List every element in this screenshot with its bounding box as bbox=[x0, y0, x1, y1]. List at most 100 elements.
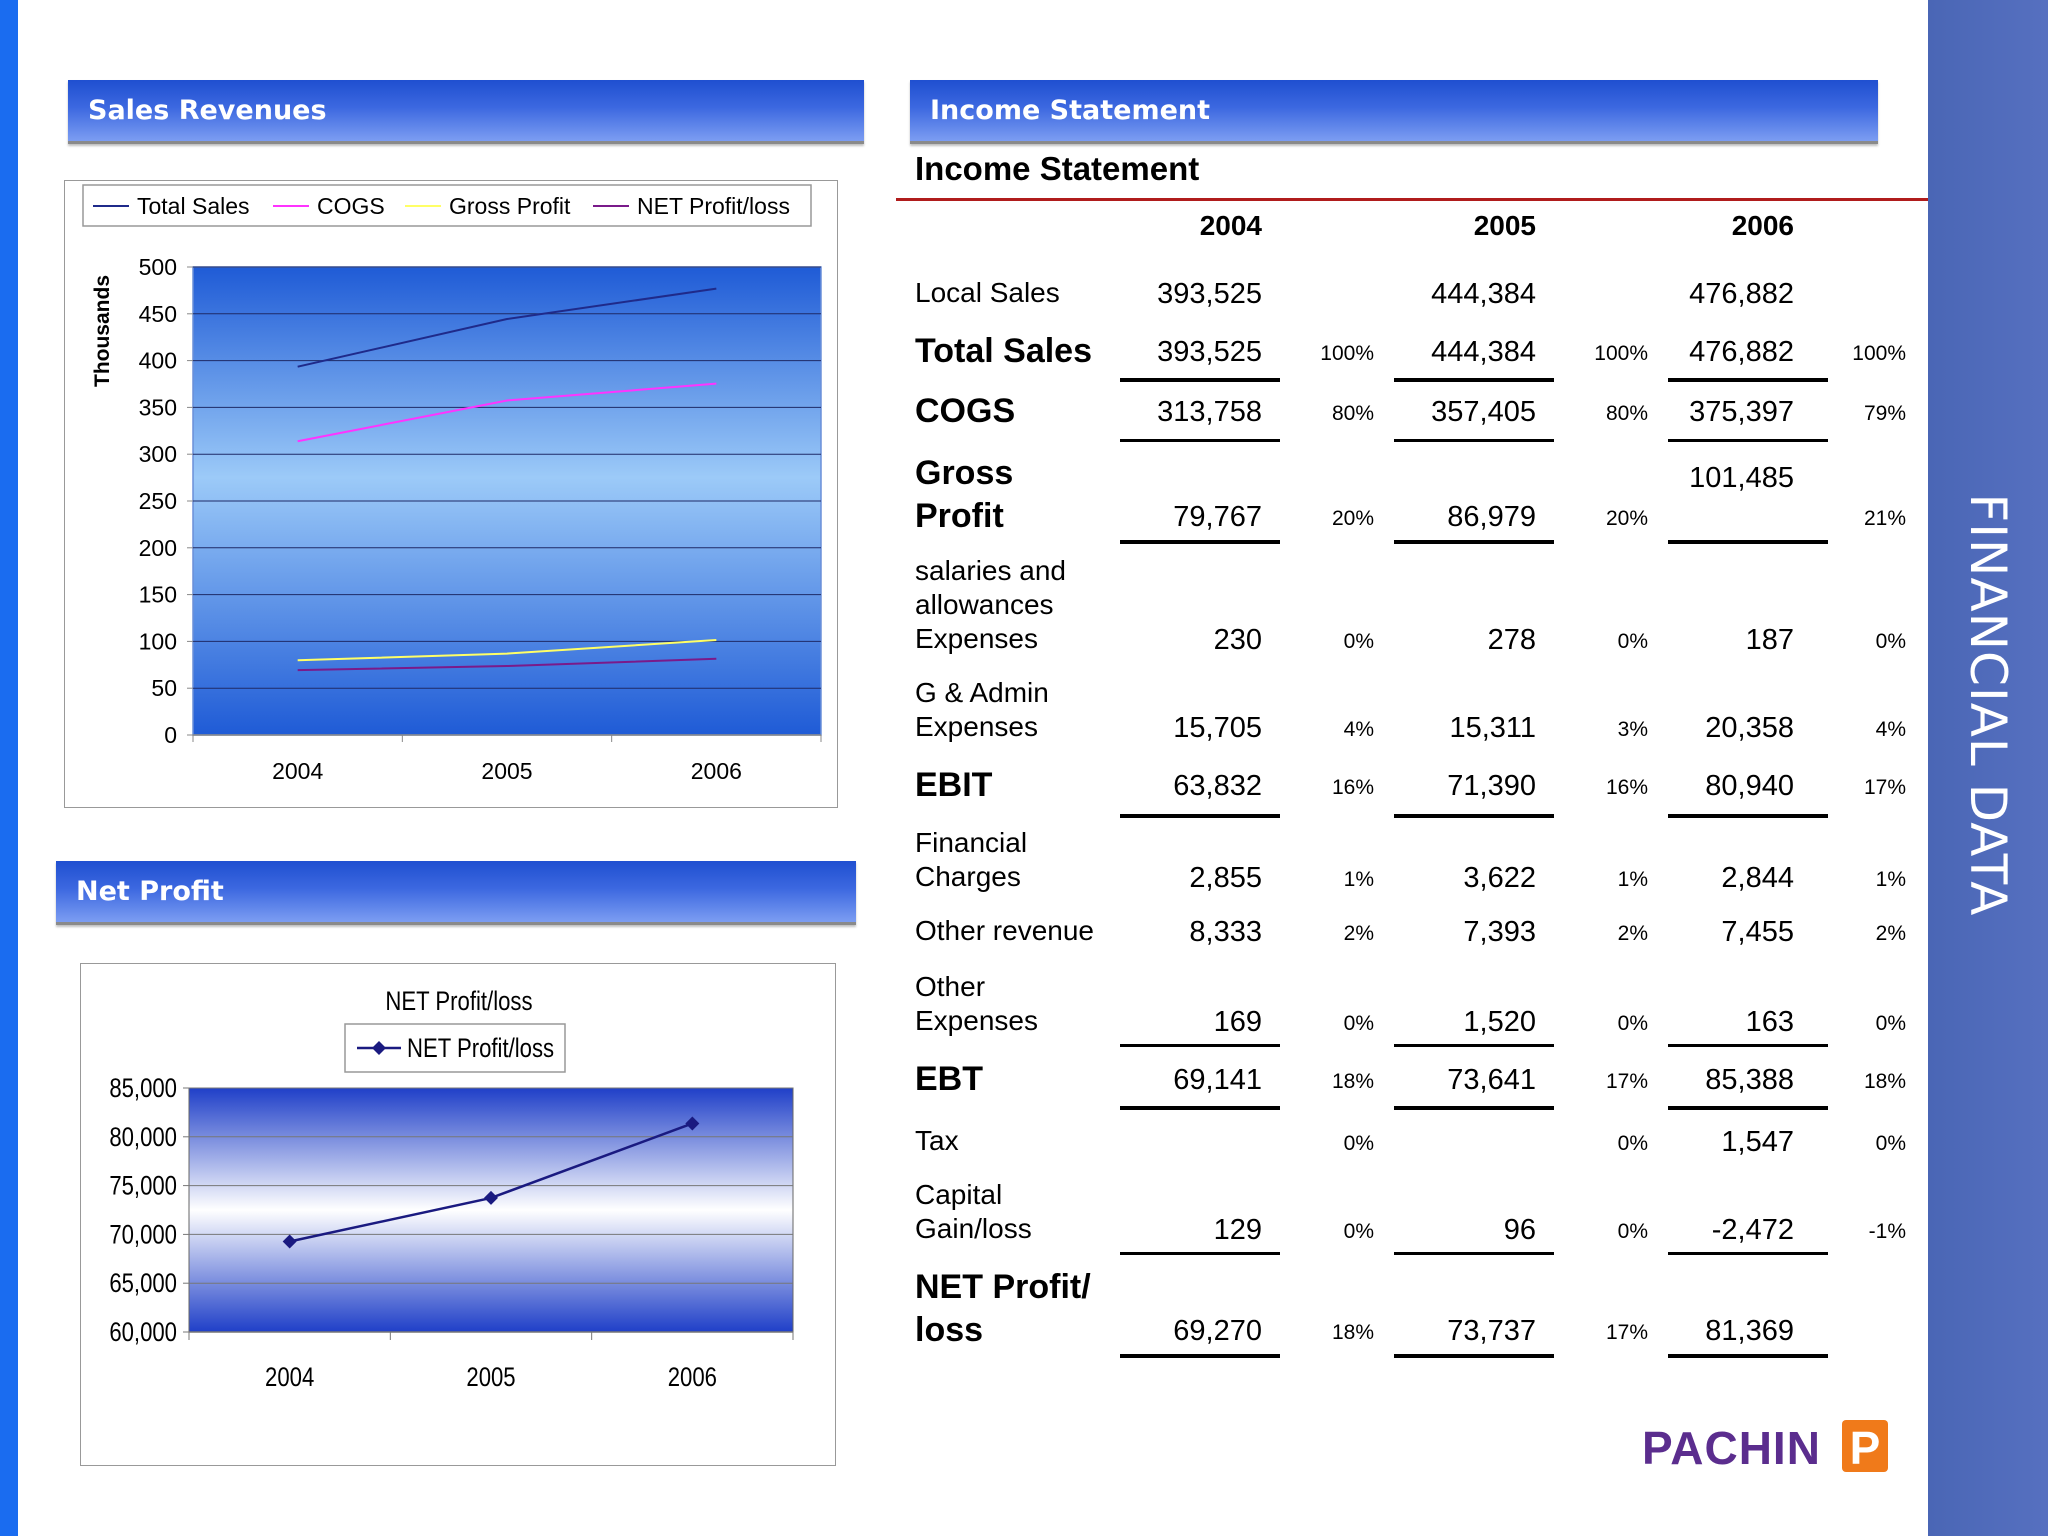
total-underline bbox=[1120, 1106, 1280, 1110]
total-underline bbox=[1394, 1354, 1554, 1358]
legend-box bbox=[82, 184, 812, 227]
row-percent: 2% bbox=[1617, 922, 1648, 945]
row-value: 2,844 bbox=[1721, 862, 1794, 894]
legend-marker bbox=[372, 1041, 386, 1055]
legend: Total Sales COGS Gross Profit NET Profit/lo… bbox=[93, 193, 790, 219]
row-percent: 0% bbox=[1617, 630, 1648, 653]
total-underline bbox=[1394, 439, 1554, 442]
row-label: Gross Profit bbox=[915, 454, 1014, 535]
row-value: 1,520 bbox=[1463, 1006, 1536, 1038]
row-value: 101,485 bbox=[1689, 462, 1794, 494]
row-percent: 0% bbox=[1343, 1132, 1374, 1155]
row-percent: 0% bbox=[1875, 1012, 1906, 1035]
row-value: 73,641 bbox=[1447, 1064, 1536, 1096]
data-point-marker bbox=[484, 1190, 498, 1205]
row-value: 444,384 bbox=[1431, 278, 1536, 310]
row-value: 476,882 bbox=[1689, 336, 1794, 368]
y-tick-label: 65,000 bbox=[109, 1269, 177, 1299]
y-tick-label: 350 bbox=[139, 394, 177, 420]
section-header-sales: Sales Revenues bbox=[68, 80, 864, 144]
net-profit-chart-frame: NET Profit/loss NET Profit/loss 60,000 65… bbox=[80, 963, 836, 1466]
x-tick-label: 2006 bbox=[691, 758, 742, 784]
total-underline bbox=[1668, 378, 1828, 382]
total-underline bbox=[1668, 1106, 1828, 1110]
row-value: 476,882 bbox=[1689, 278, 1794, 310]
row-percent: 0% bbox=[1617, 1012, 1648, 1035]
row-label: COGS bbox=[915, 392, 1016, 430]
year-header: 2005 bbox=[1473, 210, 1536, 241]
y-tick-label: 0 bbox=[164, 722, 177, 748]
row-percent: 16% bbox=[1605, 776, 1648, 799]
row-label: salaries and allowances Expenses bbox=[915, 555, 1066, 654]
y-tick-label: 500 bbox=[139, 254, 177, 280]
row-value: 313,758 bbox=[1157, 396, 1262, 428]
total-underline bbox=[1120, 814, 1280, 818]
row-value: 7,455 bbox=[1721, 916, 1794, 948]
row-value: 129 bbox=[1213, 1214, 1262, 1246]
y-tick-label: 200 bbox=[139, 535, 177, 561]
row-value: 15,705 bbox=[1173, 712, 1262, 744]
side-title: FINANCIAL DATA bbox=[1959, 493, 2017, 917]
row-label: G & Admin Expenses bbox=[915, 677, 1049, 742]
legend-label: COGS bbox=[317, 193, 385, 219]
row-percent: 3% bbox=[1617, 718, 1648, 741]
row-label: EBIT bbox=[915, 766, 993, 804]
total-underline bbox=[1394, 378, 1554, 382]
title-divider bbox=[896, 198, 1928, 201]
sales-revenue-chart: 0 50 100 150 200 250 300 350 400 450 500 2004 2005 2… bbox=[82, 184, 822, 784]
row-label: Other Expenses bbox=[915, 971, 1038, 1036]
total-underline bbox=[1394, 1044, 1554, 1047]
row-value: 393,525 bbox=[1157, 336, 1262, 368]
logo-wordmark: PACHIN bbox=[1642, 1422, 1821, 1474]
legend-label: Total Sales bbox=[137, 193, 250, 219]
total-underline bbox=[1668, 540, 1828, 544]
x-tick-label: 2005 bbox=[466, 1363, 515, 1393]
row-value: 69,141 bbox=[1173, 1064, 1262, 1096]
row-label: EBT bbox=[915, 1060, 983, 1098]
row-percent: 20% bbox=[1605, 507, 1648, 530]
row-percent: 0% bbox=[1343, 630, 1374, 653]
total-underline bbox=[1668, 814, 1828, 818]
row-value: 73,737 bbox=[1447, 1315, 1536, 1347]
side-band bbox=[1928, 0, 2048, 1536]
y-axis-label: Thousands bbox=[91, 275, 114, 387]
row-value: 169 bbox=[1213, 1006, 1262, 1038]
row-value: 393,525 bbox=[1157, 278, 1262, 310]
row-value: 71,390 bbox=[1447, 770, 1536, 802]
row-percent: 16% bbox=[1331, 776, 1374, 799]
legend-label: NET Profit/loss bbox=[637, 193, 790, 219]
row-value: 80,940 bbox=[1705, 770, 1794, 802]
row-value: 2,855 bbox=[1189, 862, 1262, 894]
total-underline bbox=[1120, 1354, 1280, 1358]
row-label: Capital Gain/loss bbox=[915, 1179, 1032, 1244]
row-percent: 18% bbox=[1863, 1070, 1906, 1093]
row-label: Tax bbox=[915, 1125, 959, 1156]
logo-mark-bg bbox=[1842, 1420, 1888, 1472]
y-tick-label: 70,000 bbox=[109, 1220, 177, 1250]
row-value: 3,622 bbox=[1463, 862, 1536, 894]
row-percent: 18% bbox=[1331, 1070, 1374, 1093]
row-percent: 0% bbox=[1875, 630, 1906, 653]
row-value: 187 bbox=[1745, 624, 1794, 656]
row-value: 8,333 bbox=[1189, 916, 1262, 948]
row-percent: 21% bbox=[1863, 507, 1906, 530]
y-tick-label: 50 bbox=[151, 675, 177, 701]
y-tick-label: 60,000 bbox=[109, 1318, 177, 1348]
legend-label: NET Profit/loss bbox=[407, 1034, 554, 1064]
row-percent: 2% bbox=[1343, 922, 1374, 945]
total-underline bbox=[1120, 378, 1280, 382]
pachin-logo: PACHIN P bbox=[1640, 1416, 1890, 1476]
row-percent: 4% bbox=[1875, 718, 1906, 741]
row-percent: 0% bbox=[1617, 1132, 1648, 1155]
row-percent: 17% bbox=[1605, 1070, 1648, 1093]
total-underline bbox=[1120, 1044, 1280, 1047]
total-underline bbox=[1668, 439, 1828, 442]
row-value: 20,358 bbox=[1705, 712, 1794, 744]
row-value: 81,369 bbox=[1705, 1315, 1794, 1347]
row-value: 63,832 bbox=[1173, 770, 1262, 802]
row-percent: 18% bbox=[1331, 1321, 1374, 1344]
row-value: 85,388 bbox=[1705, 1064, 1794, 1096]
row-percent: 2% bbox=[1875, 922, 1906, 945]
y-tick-label: 150 bbox=[139, 582, 177, 608]
row-value: 7,393 bbox=[1463, 916, 1536, 948]
